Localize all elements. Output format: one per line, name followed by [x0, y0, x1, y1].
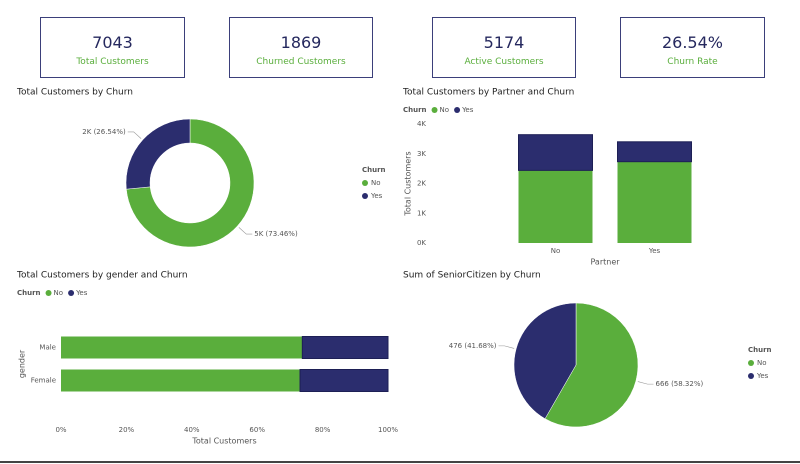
- x-tick-label: No: [551, 247, 561, 255]
- legend-marker: [748, 360, 754, 366]
- x-axis-label: Partner: [590, 258, 620, 267]
- bar-segment: [61, 369, 301, 392]
- bar-segment: [518, 134, 593, 171]
- legend-title: Churn: [748, 346, 772, 354]
- legend-title: Churn: [403, 106, 427, 114]
- kpi-card: 7043 Total Customers: [40, 17, 185, 78]
- x-tick-label: Yes: [648, 247, 661, 255]
- legend-label: No: [440, 106, 450, 114]
- kpi-label: Churn Rate: [667, 57, 718, 67]
- bar-segment: [61, 336, 303, 359]
- kpi-value: 1869: [280, 33, 322, 52]
- legend-marker: [748, 373, 754, 379]
- slice: [544, 302, 639, 428]
- bar-segment: [518, 170, 593, 243]
- y-tick-label: Female: [31, 377, 56, 385]
- data-label: 476 (41.68%): [449, 342, 497, 350]
- kpi-card: 1869 Churned Customers: [229, 17, 373, 78]
- legend-label: No: [54, 289, 64, 297]
- legend-label: Yes: [756, 372, 769, 380]
- chart-title: Sum of SeniorCitizen by Churn: [403, 271, 541, 281]
- legend-label: No: [371, 179, 381, 187]
- data-label: 666 (58.32%): [655, 380, 703, 388]
- kpi-value: 26.54%: [661, 33, 723, 52]
- legend-label: Yes: [75, 289, 88, 297]
- y-tick-label: 2K: [417, 180, 426, 188]
- legend-marker: [362, 193, 368, 199]
- legend-title: Churn: [362, 166, 386, 174]
- chart-title: Total Customers by Churn: [16, 88, 133, 98]
- leader-line: [238, 227, 253, 235]
- legend-title: Churn: [17, 289, 41, 297]
- bar-segment: [301, 336, 389, 359]
- x-tick-label: 60%: [249, 426, 265, 434]
- leader-line: [127, 131, 142, 139]
- y-tick-label: 0K: [417, 239, 426, 247]
- legend-marker: [68, 290, 75, 296]
- kpi-label: Active Customers: [464, 57, 544, 67]
- bar-segment: [617, 161, 692, 243]
- chart-title: Total Customers by Partner and Churn: [402, 88, 574, 98]
- x-axis-label: Total Customers: [191, 437, 256, 446]
- data-label: 5K (73.46%): [254, 230, 298, 238]
- legend-label: No: [757, 359, 767, 367]
- kpi-card: 5174 Active Customers: [432, 17, 576, 78]
- kpi-label: Churned Customers: [256, 57, 346, 67]
- x-tick-label: 40%: [184, 426, 200, 434]
- slice: [126, 118, 255, 248]
- y-axis-label: gender: [18, 349, 27, 378]
- kpi-label: Total Customers: [76, 57, 149, 67]
- legend-marker: [431, 107, 438, 113]
- x-tick-label: 0%: [55, 426, 66, 434]
- y-tick-label: 3K: [417, 150, 426, 158]
- x-tick-label: 100%: [378, 426, 398, 434]
- y-axis-label: Total Customers: [404, 151, 413, 216]
- legend-marker: [45, 290, 52, 296]
- y-tick-label: 1K: [417, 209, 426, 217]
- legend-marker: [362, 180, 368, 186]
- y-tick-label: Male: [39, 344, 56, 352]
- kpi-card: 26.54% Churn Rate: [620, 17, 765, 78]
- chart-title: Total Customers by gender and Churn: [16, 271, 188, 281]
- bar-segment: [617, 141, 692, 163]
- slice: [513, 302, 577, 420]
- kpi-value: 7043: [92, 33, 133, 52]
- legend-label: Yes: [370, 192, 383, 200]
- legend-label: Yes: [461, 106, 474, 114]
- legend-marker: [454, 107, 461, 113]
- x-tick-label: 80%: [315, 426, 331, 434]
- leader-line: [498, 345, 515, 349]
- y-tick-label: 4K: [417, 120, 426, 128]
- data-label: 2K (26.54%): [82, 128, 126, 136]
- x-tick-label: 20%: [119, 426, 135, 434]
- kpi-value: 5174: [483, 33, 525, 52]
- slice: [125, 118, 191, 190]
- bar-segment: [299, 369, 389, 392]
- leader-line: [637, 381, 654, 385]
